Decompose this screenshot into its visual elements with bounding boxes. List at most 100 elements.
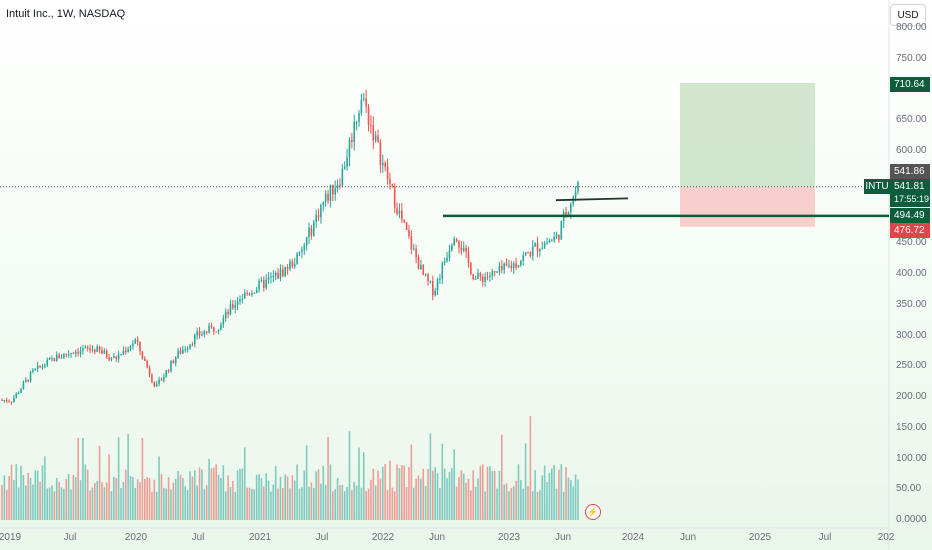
volume-bar	[343, 491, 346, 520]
candle-body	[27, 379, 29, 382]
candle-body	[134, 339, 137, 344]
candle-body	[543, 242, 546, 248]
volume-bar	[384, 464, 386, 520]
x-tick-label: 2022	[371, 532, 395, 543]
volume-bar	[277, 488, 279, 520]
candle-body	[379, 141, 382, 166]
volume-bar	[34, 470, 37, 520]
candle-body	[486, 276, 489, 278]
volume-bar	[448, 471, 451, 520]
x-tick-label: Jun	[428, 532, 446, 543]
volume-bar	[44, 456, 46, 520]
volume-bar	[296, 464, 298, 520]
volume-bar	[63, 488, 65, 520]
candle-body	[393, 185, 396, 208]
x-tick-label: 2021	[248, 532, 272, 543]
volume-bar	[315, 471, 317, 520]
candle-body	[355, 121, 358, 123]
profit-zone[interactable]	[680, 82, 815, 187]
candle-body	[110, 358, 113, 360]
volume-bar	[48, 487, 51, 520]
y-tick-label: 0.0000	[896, 514, 927, 525]
candle-body	[127, 348, 129, 353]
resistance-trendline[interactable]	[555, 197, 629, 202]
lightning-alert-icon[interactable]: ⚡	[585, 504, 601, 520]
volume-bar	[282, 488, 284, 520]
y-tick-label: 350.00	[896, 298, 927, 310]
volume-bar	[539, 490, 541, 520]
volume-bar	[160, 474, 163, 520]
volume-bar	[305, 445, 308, 520]
candle-body	[512, 263, 515, 269]
candle-body	[477, 273, 479, 279]
volume-bar	[510, 488, 513, 520]
volume-bar	[79, 480, 82, 520]
entry-price-tag: 494.49	[890, 208, 930, 223]
candle-body	[105, 350, 108, 358]
symbol-title: Intuit Inc., 1W, NASDAQ	[6, 8, 126, 20]
candle-body	[527, 252, 529, 254]
candle-body	[291, 261, 294, 267]
volume-bar	[346, 486, 348, 520]
volume-bar	[453, 449, 455, 520]
candle-body	[448, 250, 451, 258]
candle-body	[286, 266, 289, 270]
candle-body	[84, 347, 87, 349]
volume-bar	[163, 487, 165, 520]
volume-bar	[22, 474, 25, 520]
volume-bar	[543, 465, 546, 520]
candle-body	[415, 248, 417, 258]
candle-body	[113, 356, 115, 359]
volume-bar	[165, 488, 168, 520]
candle-body	[229, 304, 232, 315]
volume-bar	[146, 477, 148, 520]
candle-body	[98, 346, 101, 351]
candle-body	[441, 263, 444, 279]
volume-bar	[565, 467, 567, 520]
volume-bar	[498, 470, 501, 520]
volume-bar	[412, 487, 415, 520]
volume-bar	[58, 481, 60, 520]
volume-bar	[201, 469, 203, 520]
volume-bar	[170, 489, 172, 520]
candle-body	[546, 242, 548, 244]
volume-bar	[460, 470, 463, 520]
volume-bar	[117, 437, 120, 520]
candle-body	[48, 358, 51, 360]
y-tick-label: 750.00	[896, 52, 927, 64]
volume-bar	[336, 478, 339, 520]
volume-bar	[420, 478, 422, 520]
volume-bar	[541, 475, 544, 520]
volume-bar	[317, 469, 320, 520]
volume-bar	[520, 480, 522, 520]
volume-bar	[474, 486, 477, 520]
candle-body	[282, 269, 284, 277]
volume-bar	[94, 483, 96, 520]
candle-body	[510, 265, 513, 269]
volume-bar	[386, 489, 389, 520]
current-upper-tag: 541.86	[890, 164, 930, 179]
loss-zone[interactable]	[680, 186, 815, 227]
volume-bar	[382, 466, 384, 520]
candle-body	[317, 215, 320, 218]
candle-body	[103, 350, 106, 354]
candle-body	[343, 166, 346, 169]
candle-body	[403, 219, 406, 223]
volume-bar	[567, 477, 570, 520]
candle-body	[467, 251, 470, 263]
volume-bar	[489, 466, 491, 520]
candle-body	[77, 351, 79, 354]
volume-bar	[36, 470, 39, 520]
candle-body	[258, 280, 260, 290]
volume-bar	[55, 477, 58, 520]
volume-bar	[503, 484, 505, 520]
volume-bar	[5, 489, 8, 520]
currency-button[interactable]: USD	[890, 4, 926, 26]
volume-bar	[479, 465, 482, 520]
candle-body	[186, 348, 189, 350]
volume-bar	[358, 447, 360, 520]
candle-body	[39, 365, 41, 368]
volume-bar	[508, 491, 510, 520]
candle-body	[429, 280, 432, 282]
